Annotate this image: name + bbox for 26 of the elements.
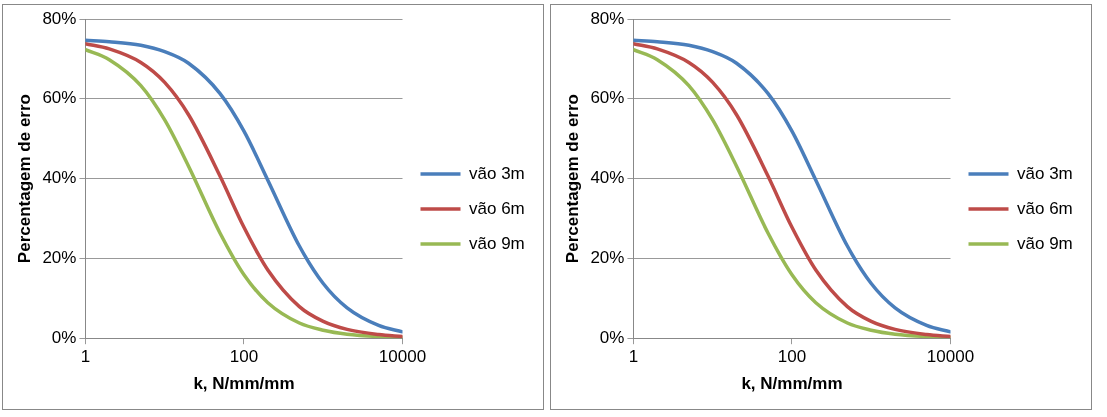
y-tick-label: 80%: [42, 8, 77, 28]
x-tick-label: 100: [777, 347, 807, 367]
x-tick-label: 100: [229, 347, 259, 367]
y-axis-title: Percentagem de erro: [562, 94, 582, 264]
y-tick-label: 80%: [590, 8, 625, 28]
y-tick-label: 40%: [590, 168, 625, 188]
x-tick-label: 1: [628, 347, 639, 367]
y-tick-label: 0%: [51, 327, 77, 347]
legend-label: vão 6m: [1017, 198, 1073, 218]
legend-label: vão 9m: [469, 233, 525, 253]
x-tick-label: 1: [80, 347, 91, 367]
x-axis-title: k, N/mm/mm: [193, 374, 295, 394]
y-tick-label: 20%: [590, 248, 625, 268]
x-tick-label: 10000: [926, 347, 975, 367]
x-axis-title: k, N/mm/mm: [741, 374, 843, 394]
x-tick-label: 10000: [378, 347, 427, 367]
legend-label: vão 9m: [1017, 233, 1073, 253]
y-tick-label: 60%: [590, 88, 625, 108]
legend-label: vão 3m: [1017, 163, 1073, 183]
y-tick-label: 40%: [42, 168, 77, 188]
legend-label: vão 3m: [469, 163, 525, 183]
y-tick-label: 20%: [42, 248, 77, 268]
legend-label: vão 6m: [469, 198, 525, 218]
y-tick-label: 0%: [599, 327, 625, 347]
y-tick-label: 60%: [42, 88, 77, 108]
y-axis-title: Percentagem de erro: [14, 94, 34, 264]
